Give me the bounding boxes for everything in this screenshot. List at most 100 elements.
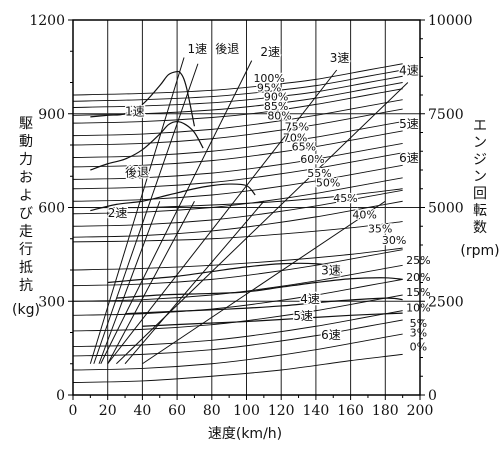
left-axis-label-char: お <box>19 170 33 186</box>
curve-label-reverse-drive: 後退 <box>125 165 149 179</box>
y-right-tick-label: 10000 <box>428 13 473 29</box>
resistance-curve <box>72 130 403 168</box>
drive-force-curve <box>116 277 403 299</box>
x-tick-label: 80 <box>203 403 221 419</box>
resistance-curve <box>72 200 403 238</box>
right-axis-label-char: エ <box>473 118 487 134</box>
left-axis-label-char: 抵 <box>19 260 33 276</box>
curve-label-gear-3: 3速 <box>330 51 350 65</box>
curve-label-pct-15: 15% <box>406 286 430 299</box>
drive-force-curve <box>90 70 196 127</box>
y-right-tick-label: 2500 <box>428 294 464 310</box>
resistance-curve <box>72 278 403 316</box>
resistance-curve <box>72 142 403 180</box>
curve-label-gear-1: 1速 <box>188 42 208 56</box>
resistance-curve <box>72 69 403 102</box>
resistance-curve <box>72 310 403 348</box>
right-axis-label-char: 数 <box>473 220 487 236</box>
resistance-curve <box>72 88 403 124</box>
axes <box>68 19 425 400</box>
left-axis-label-char: よ <box>19 188 33 204</box>
resistance-curve <box>72 152 403 190</box>
resistance-curve <box>72 319 403 357</box>
curve-label-gear-4-drive: 4速 <box>300 292 320 306</box>
x-tick-label: 160 <box>337 403 364 419</box>
curve-label-gear-4: 4速 <box>399 64 419 78</box>
curve-label-pct-100: 100% <box>253 72 284 85</box>
left-axis-label-char: 行 <box>19 242 33 258</box>
y-left-tick-label: 900 <box>38 107 65 123</box>
curve-label-pct-25: 25% <box>406 254 430 267</box>
curve-label-pct-65: 65% <box>292 141 316 154</box>
curve-label-pct-95: 95% <box>257 81 281 94</box>
tick-labels: 0 20 40 60 80 100 120 140 160 180 2000300600900120… <box>29 13 472 419</box>
curve-label-gear-6: 6速 <box>399 151 419 165</box>
curve-label-gear-5: 5速 <box>399 117 419 131</box>
left-axis-label-char: 力 <box>19 152 33 168</box>
curve-label-pct-70: 70% <box>283 131 307 144</box>
right-axis-label-char: ジ <box>473 152 487 168</box>
resistance-curve <box>72 63 403 96</box>
curve-label-pct-80: 80% <box>267 109 291 122</box>
left-axis-label-char: び <box>19 206 33 222</box>
curve-label-pct-55: 55% <box>307 167 331 180</box>
right-axis-label-char: ン <box>473 135 487 151</box>
curve-label-gear-2-drive: 2速 <box>108 206 128 220</box>
resistance-curve <box>72 264 403 302</box>
gear-rpm-line <box>107 69 338 365</box>
y-right-tick-label: 5000 <box>428 201 464 217</box>
curve-label-gear-1-drive: 1速 <box>125 104 145 118</box>
x-tick-label: 100 <box>233 403 260 419</box>
curve-label-pct-75: 75% <box>285 120 309 133</box>
curve-label-pct-90: 90% <box>264 91 288 104</box>
y-right-tick-label: 7500 <box>428 107 464 123</box>
resistance-curve <box>72 353 403 383</box>
left-axis-label-char: 抗 <box>19 278 33 294</box>
x-tick-label: 60 <box>168 403 186 419</box>
right-axis-label-char: ン <box>473 169 487 185</box>
series-layer <box>72 57 409 383</box>
gear-rpm-line <box>107 201 195 364</box>
resistance-curve <box>72 221 403 243</box>
resistance-curve <box>72 75 403 108</box>
curve-label-pct-50: 50% <box>316 176 340 189</box>
drive-force-curve <box>125 297 403 315</box>
gear-rpm-line <box>98 201 161 364</box>
curve-label-pct-3: 3% <box>410 326 427 339</box>
drive-force-curve <box>90 183 256 212</box>
curve-label-gear-3-drive: 3速 <box>321 264 341 278</box>
right-axis-label-char: (rpm) <box>460 243 499 259</box>
resistance-curve <box>72 333 403 371</box>
curve-label-pct-0: 0% <box>410 340 427 353</box>
x-axis-label: 速度(km/h) <box>208 426 282 442</box>
curve-label-pct-35: 35% <box>368 223 392 236</box>
curve-label-pct-30: 30% <box>382 234 406 247</box>
x-tick-label: 140 <box>303 403 330 419</box>
drive-force-curve <box>107 262 343 284</box>
curve-label-pct-45: 45% <box>333 192 357 205</box>
gear-rpm-line <box>116 82 409 365</box>
resistance-curve <box>72 164 403 202</box>
right-axis-label-char: 転 <box>473 203 487 219</box>
gear-rpm-line <box>93 63 199 364</box>
curve-label-reverse: 後退 <box>215 42 239 56</box>
drive-force-curve <box>142 312 403 327</box>
curve-label-layer: 1速 後退 2速 3速4速5速6速1速後退2速3速4速5速6速100%95%90%85… <box>106 41 431 355</box>
left-axis-label-char: 駆 <box>19 116 33 132</box>
x-tick-label: 0 <box>69 403 78 419</box>
curve-label-pct-10: 10% <box>406 302 430 315</box>
right-axis-label-char: 回 <box>473 186 487 202</box>
x-tick-label: 120 <box>268 403 295 419</box>
gear-rpm-line <box>124 200 265 365</box>
left-axis-label-char: 動 <box>19 134 33 150</box>
curve-label-pct-85: 85% <box>264 100 288 113</box>
curve-label-gear-2: 2速 <box>260 45 280 59</box>
y-left-tick-label: 600 <box>38 201 65 217</box>
x-tick-label: 200 <box>407 403 434 419</box>
y-left-tick-label: 1200 <box>29 13 65 29</box>
curve-label-gear-5-drive: 5速 <box>293 309 313 323</box>
curve-label-gear-6-drive: 6速 <box>321 328 341 342</box>
